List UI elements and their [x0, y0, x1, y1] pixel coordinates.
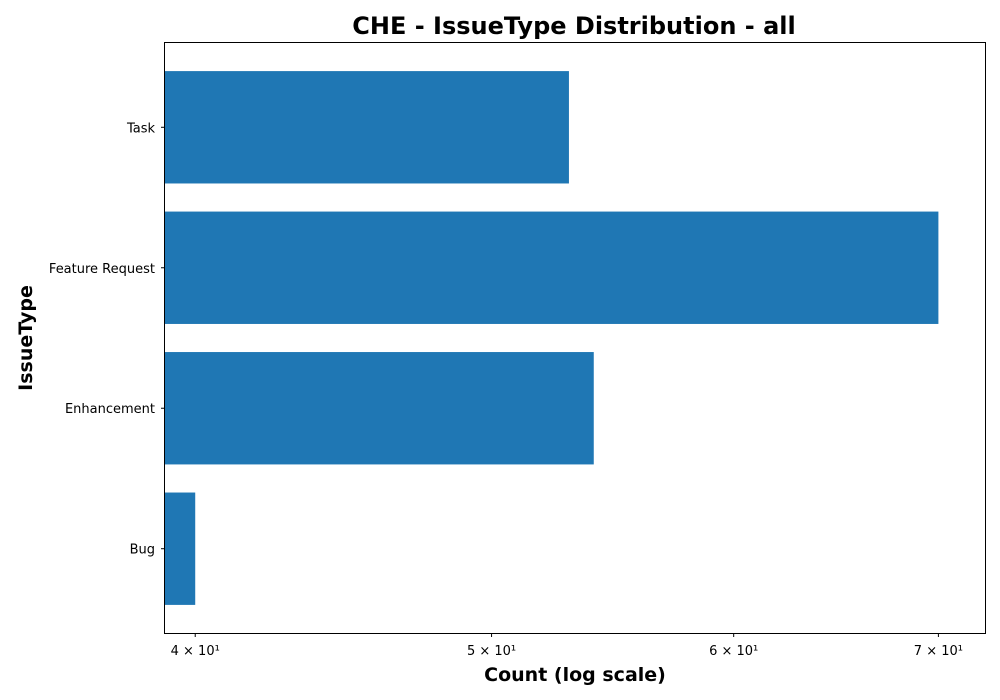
x-tick-label: 5 × 10¹ — [467, 644, 516, 659]
bar-feature-request — [165, 211, 939, 324]
y-tick-label: Task — [126, 121, 156, 136]
y-tick-label: Bug — [130, 543, 155, 558]
x-axis-label: Count (log scale) — [484, 664, 666, 686]
bar-enhancement — [165, 352, 594, 465]
x-tick-label: 4 × 10¹ — [171, 644, 220, 659]
y-tick-label: Feature Request — [49, 262, 155, 277]
bar-task — [165, 71, 569, 184]
chart-title: CHE - IssueType Distribution - all — [352, 12, 795, 40]
x-tick-label: 7 × 10¹ — [914, 644, 963, 659]
x-tick-label: 6 × 10¹ — [709, 644, 758, 659]
y-axis-label: IssueType — [15, 285, 37, 391]
bar-bug — [165, 492, 196, 605]
bars-group — [165, 71, 939, 605]
y-axis-ticks: Bug Enhancement Feature Request Task — [49, 121, 165, 558]
y-tick-label: Enhancement — [65, 402, 155, 417]
plot-frame — [164, 42, 986, 634]
x-axis-ticks: 4 × 10¹ 5 × 10¹ 6 × 10¹ 7 × 10¹ — [171, 633, 963, 659]
